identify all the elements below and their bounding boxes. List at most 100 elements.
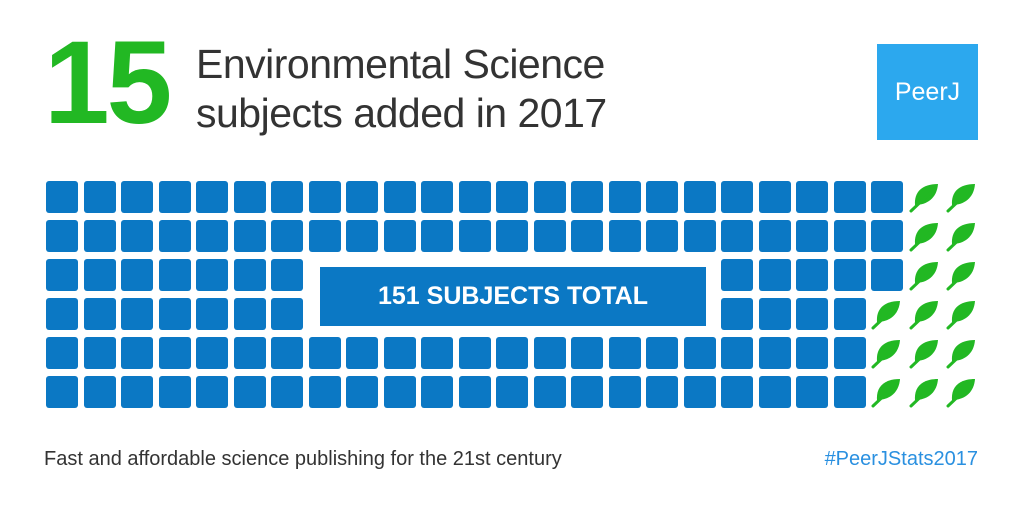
subject-square bbox=[309, 337, 341, 369]
subject-square bbox=[684, 220, 716, 252]
subject-square bbox=[534, 181, 566, 213]
subject-square bbox=[646, 181, 678, 213]
leaf-icon bbox=[909, 184, 938, 213]
subject-square bbox=[759, 220, 791, 252]
headline-number: 15 bbox=[44, 17, 172, 149]
subject-square bbox=[496, 181, 528, 213]
leaf-icon bbox=[946, 184, 975, 213]
leaf-icon bbox=[909, 301, 938, 330]
subject-square bbox=[796, 220, 828, 252]
subject-square bbox=[121, 181, 153, 213]
subject-square bbox=[346, 337, 378, 369]
subject-square bbox=[571, 337, 603, 369]
subject-square bbox=[421, 337, 453, 369]
subject-square bbox=[459, 337, 491, 369]
subject-square bbox=[159, 337, 191, 369]
subject-square bbox=[834, 376, 866, 408]
subject-square bbox=[834, 259, 866, 291]
subject-square bbox=[459, 376, 491, 408]
total-subjects-label: 151 SUBJECTS TOTAL bbox=[320, 267, 706, 326]
subject-square bbox=[871, 259, 903, 291]
subject-square bbox=[271, 337, 303, 369]
subject-square bbox=[46, 220, 78, 252]
subject-square bbox=[346, 181, 378, 213]
subject-square bbox=[159, 298, 191, 330]
subject-square bbox=[159, 376, 191, 408]
subject-square bbox=[309, 220, 341, 252]
leaf-icon bbox=[946, 340, 975, 369]
subject-square bbox=[384, 376, 416, 408]
subject-square bbox=[834, 298, 866, 330]
subject-square bbox=[834, 220, 866, 252]
subject-square bbox=[196, 298, 228, 330]
subject-square bbox=[421, 181, 453, 213]
subject-square bbox=[196, 337, 228, 369]
subject-square bbox=[759, 337, 791, 369]
subject-square bbox=[721, 259, 753, 291]
subject-square bbox=[721, 376, 753, 408]
subject-square bbox=[534, 376, 566, 408]
subject-square bbox=[646, 337, 678, 369]
headline-line-2: subjects added in 2017 bbox=[196, 90, 607, 136]
leaf-icon bbox=[871, 379, 900, 408]
subject-square bbox=[796, 376, 828, 408]
subject-square bbox=[46, 181, 78, 213]
subject-square bbox=[46, 337, 78, 369]
subject-square bbox=[84, 220, 116, 252]
subject-square bbox=[121, 220, 153, 252]
subject-square bbox=[121, 337, 153, 369]
subject-square bbox=[759, 181, 791, 213]
subject-square bbox=[234, 259, 266, 291]
subject-square bbox=[234, 337, 266, 369]
subject-square bbox=[721, 181, 753, 213]
subject-square bbox=[759, 376, 791, 408]
subject-square bbox=[384, 220, 416, 252]
subject-square bbox=[46, 298, 78, 330]
subject-square bbox=[309, 181, 341, 213]
subject-square bbox=[346, 220, 378, 252]
subject-square bbox=[609, 337, 641, 369]
leaf-icon bbox=[871, 340, 900, 369]
subject-square bbox=[84, 298, 116, 330]
subject-square bbox=[46, 376, 78, 408]
subject-square bbox=[84, 337, 116, 369]
leaf-icon bbox=[909, 340, 938, 369]
subject-square bbox=[159, 259, 191, 291]
subject-square bbox=[459, 220, 491, 252]
leaf-icon bbox=[946, 262, 975, 291]
subject-square bbox=[384, 181, 416, 213]
subject-square bbox=[721, 220, 753, 252]
headline-text: Environmental Science subjects added in … bbox=[196, 40, 607, 138]
subject-square bbox=[196, 220, 228, 252]
leaf-icon bbox=[909, 262, 938, 291]
subject-square bbox=[234, 298, 266, 330]
subject-square bbox=[796, 298, 828, 330]
subject-square bbox=[796, 337, 828, 369]
subject-square bbox=[871, 220, 903, 252]
subject-square bbox=[271, 376, 303, 408]
subject-square bbox=[196, 181, 228, 213]
subject-square bbox=[384, 337, 416, 369]
subject-square bbox=[121, 259, 153, 291]
subject-square bbox=[496, 337, 528, 369]
subject-square bbox=[684, 181, 716, 213]
subject-square bbox=[834, 181, 866, 213]
headline-line-1: Environmental Science bbox=[196, 41, 605, 87]
subject-square bbox=[196, 259, 228, 291]
subject-square bbox=[271, 220, 303, 252]
subject-square bbox=[721, 337, 753, 369]
leaf-icon bbox=[946, 223, 975, 252]
subject-square bbox=[309, 376, 341, 408]
subject-square bbox=[646, 376, 678, 408]
subject-square bbox=[496, 220, 528, 252]
subject-square bbox=[609, 376, 641, 408]
peerj-logo: PeerJ bbox=[877, 44, 978, 140]
leaf-icon bbox=[909, 379, 938, 408]
subject-square bbox=[721, 298, 753, 330]
leaf-icon bbox=[871, 301, 900, 330]
subject-square bbox=[346, 376, 378, 408]
subject-square bbox=[496, 376, 528, 408]
hashtag: #PeerJStats2017 bbox=[824, 448, 978, 470]
subject-square bbox=[571, 181, 603, 213]
